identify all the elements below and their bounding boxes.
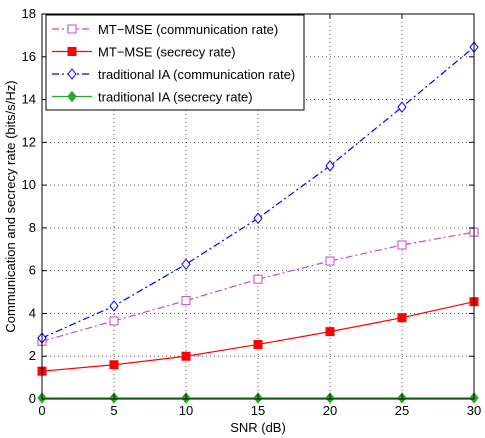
legend-marker [67,24,77,34]
data-point [109,316,119,326]
y-tick-label: 10 [22,177,36,192]
legend-label: traditional IA (communication rate) [98,67,295,82]
y-tick-label: 8 [29,220,36,235]
y-tick-label: 0 [29,391,36,406]
legend: MT−MSE (communication rate) MT−MSE (secre… [45,14,305,111]
legend-label: MT−MSE (secrecy rate) [98,45,236,60]
legend-entry: traditional IA (communication rate) [52,67,295,82]
legend-box [45,14,305,111]
x-tick-label: 25 [395,403,409,418]
x-axis-label: SNR (dB) [230,420,286,435]
x-tick-label: 10 [179,403,193,418]
data-point [181,296,191,306]
y-tick-label: 6 [29,263,36,278]
y-tick-label: 2 [29,348,36,363]
data-point [253,339,263,349]
y-tick-label: 16 [22,49,36,64]
data-point [181,258,191,271]
data-point [397,240,407,250]
data-point [397,101,407,113]
y-tick-label: 4 [29,305,36,320]
x-tick-label: 30 [467,403,481,418]
data-point [253,274,263,284]
legend-entry: MT−MSE (communication rate) [52,22,278,37]
data-point [325,256,335,266]
data-point [109,300,119,312]
data-point [325,327,335,337]
axes: 0 5 10 15 20 25 30 0 2 4 6 8 10 12 14 16 18 [22,6,482,418]
data-point [181,351,191,361]
x-tick-label: 5 [110,403,117,418]
data-point [253,212,263,225]
y-tick-label: 12 [22,134,36,149]
y-axis-label: Communication and secrecy rate (bits/s/H… [3,80,18,332]
data-point [325,160,335,172]
legend-marker [67,47,77,56]
legend-marker [67,90,77,103]
data-point [109,360,119,370]
legend-label: MT−MSE (communication rate) [98,22,278,37]
y-tick-label: 14 [22,92,36,107]
x-tick-label: 15 [251,403,265,418]
legend-entry: MT−MSE (secrecy rate) [52,45,236,60]
data-point [397,313,407,323]
x-tick-label: 0 [38,403,45,418]
legend-entry: traditional IA (secrecy rate) [52,90,253,105]
legend-marker [67,68,77,80]
y-tick-label: 18 [22,6,36,21]
x-tick-label: 20 [323,403,337,418]
legend-label: traditional IA (secrecy rate) [98,90,253,105]
